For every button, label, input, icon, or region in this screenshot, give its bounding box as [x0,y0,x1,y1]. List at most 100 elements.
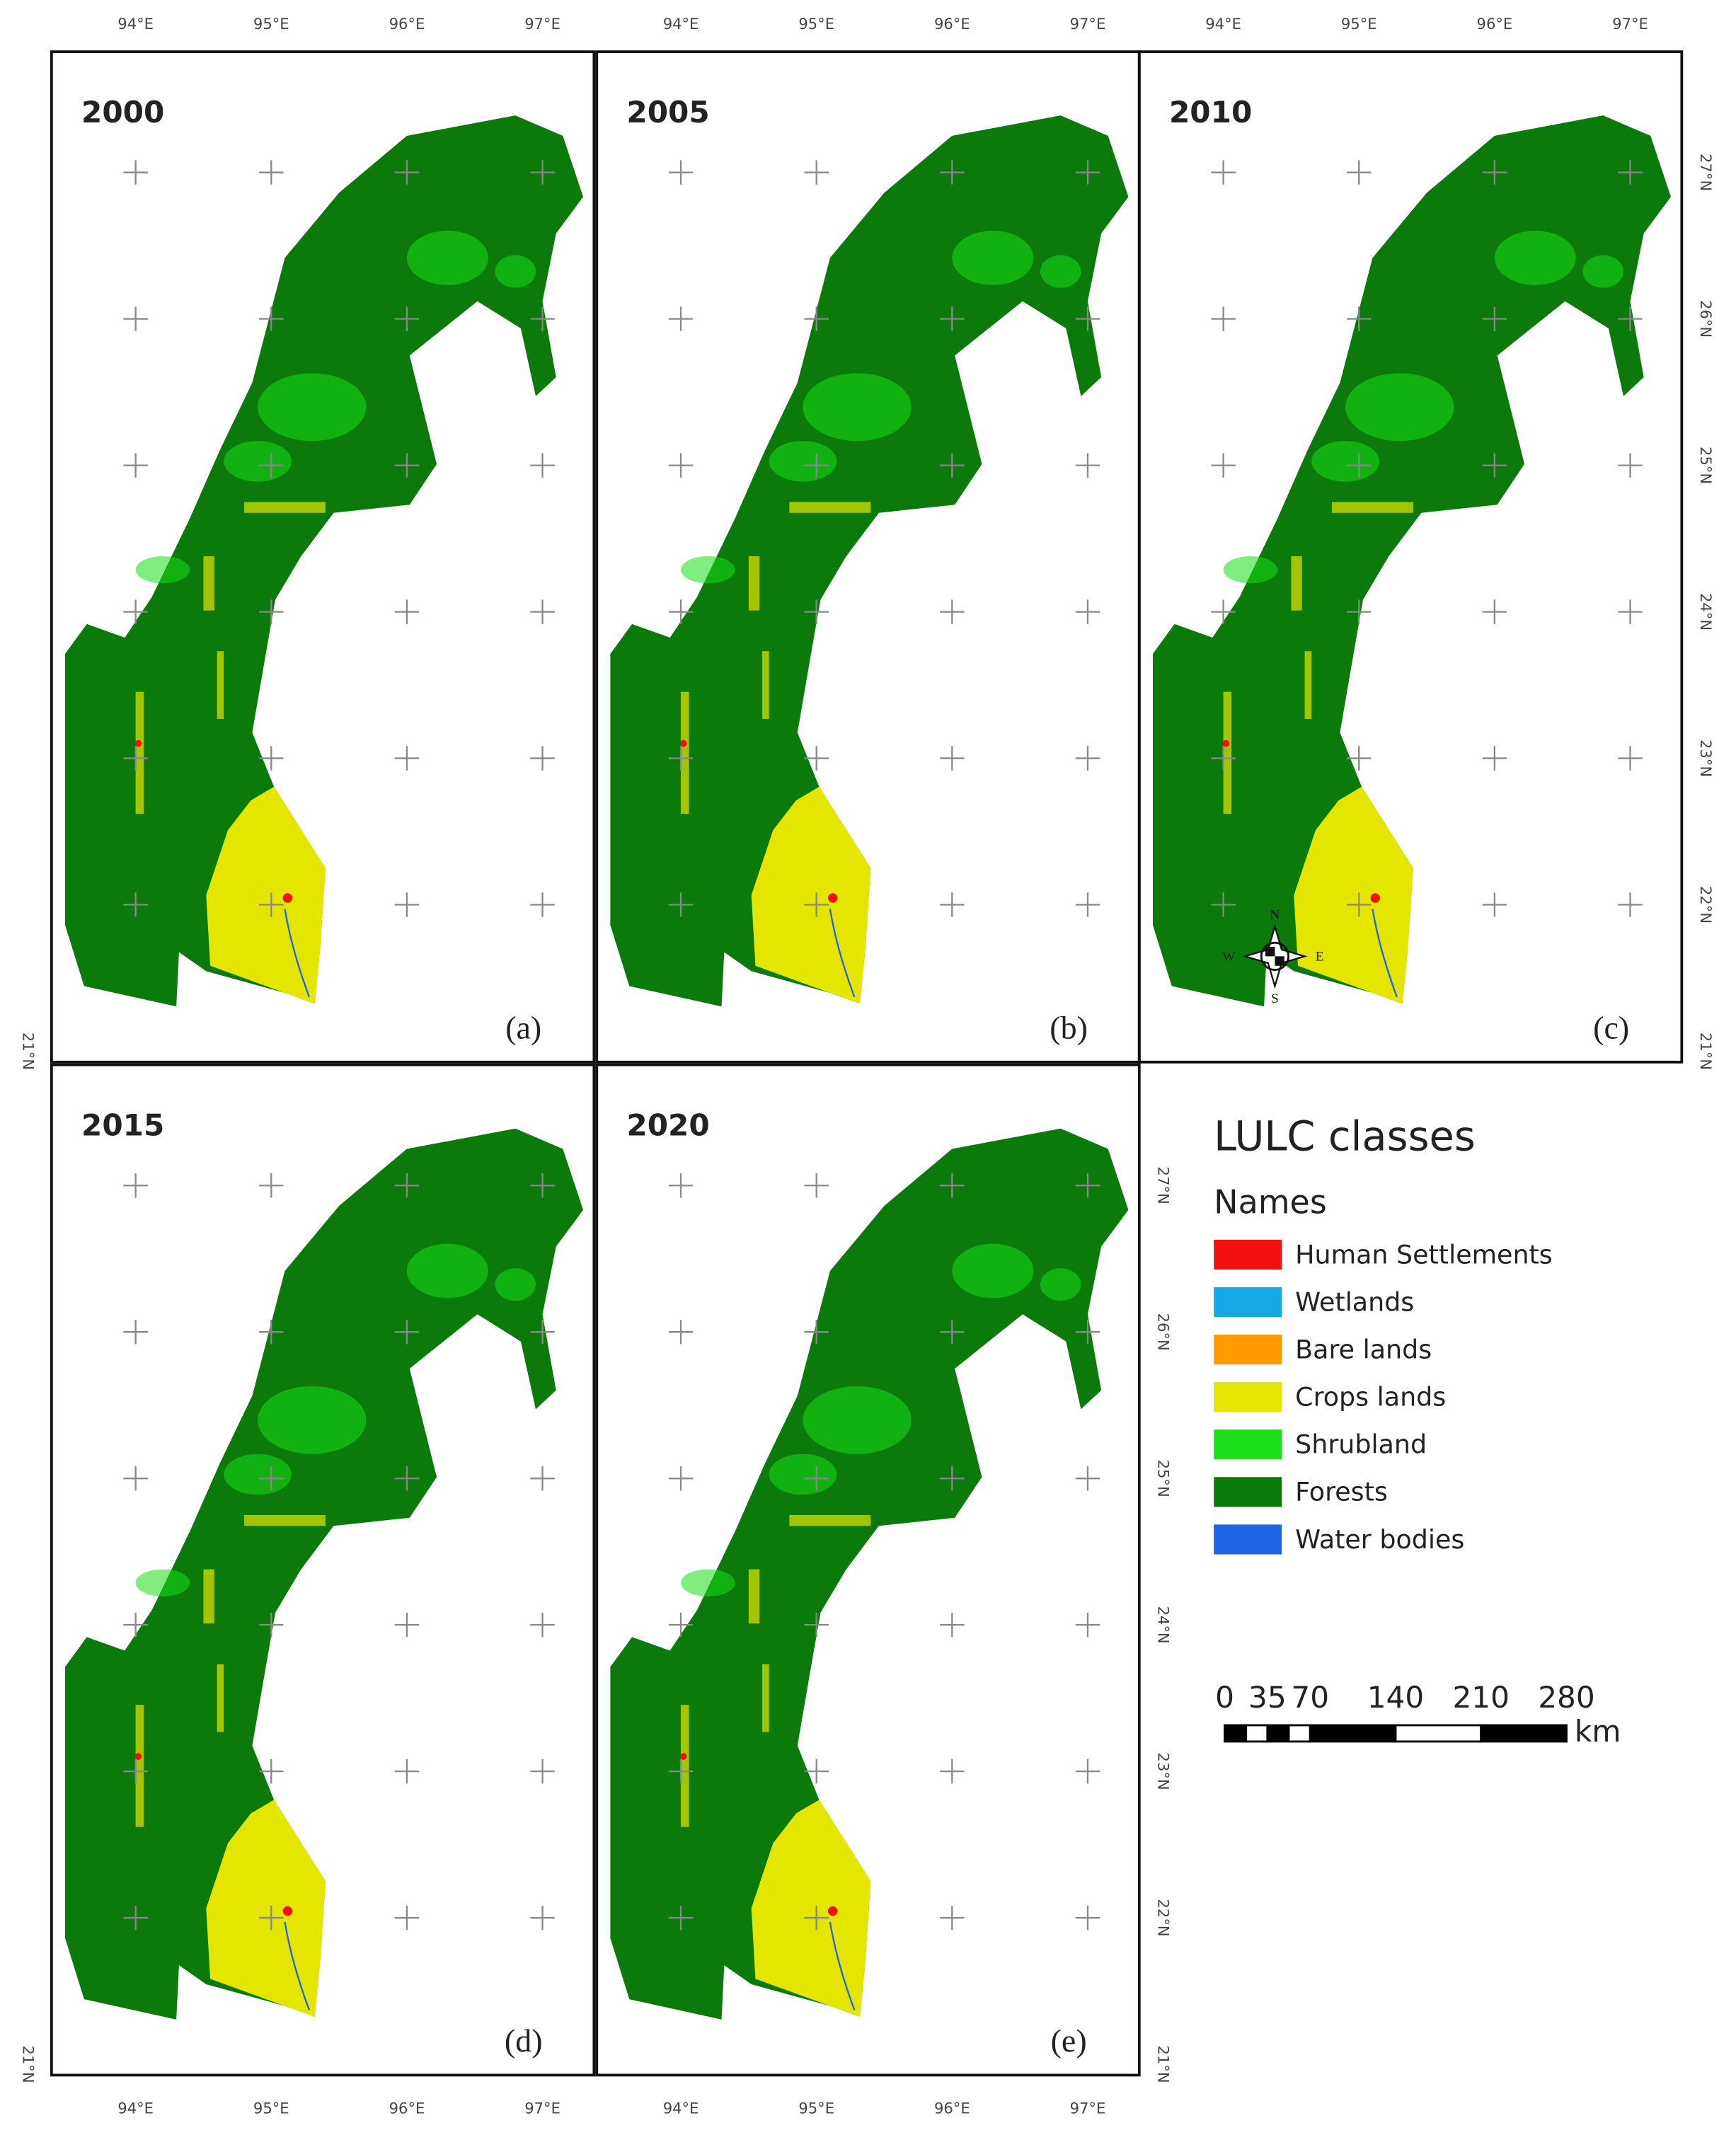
panel-label: (b) [1050,1009,1088,1045]
scale-label: 140 [1367,1680,1424,1715]
graticule-cross [668,1173,694,1198]
compass-w: W [1222,950,1236,965]
lat-label: 22°N [1154,1899,1172,1937]
graticule-cross [123,453,148,478]
lon-label: 97°E [1070,2099,1106,2117]
lat-label: 21°N [19,1032,37,1070]
settlement [134,740,142,747]
graticule-cross [394,599,420,624]
lat-label: 27°N [1154,1167,1172,1204]
region-crops [206,786,326,1004]
graticule-cross [940,1905,965,1930]
graticule-cross [123,1466,148,1491]
legend-label: Shrubland [1295,1429,1427,1460]
crop-strip [748,1569,760,1624]
map-panel: 2015 (d) 94°E 95°E 96°E 97°E 21°N [19,1063,596,2117]
crop-strip [243,1514,326,1526]
compass-n: N [1270,907,1280,922]
graticule-cross [530,1319,555,1345]
graticule-cross [530,599,555,624]
settlement [282,893,292,903]
shrub-patch [1223,556,1278,584]
lon-label: 96°E [934,15,970,33]
lon-label: 96°E [389,2099,425,2117]
graticule-cross [530,160,555,185]
lon-label: 96°E [389,15,425,33]
lon-label: 94°E [663,15,699,33]
graticule-cross [530,1466,555,1491]
scale-segment [1245,1724,1269,1743]
graticule-cross [804,1759,829,1784]
graticule-cross [804,160,829,185]
graticule-cross [668,453,694,478]
graticule-cross [668,1612,694,1638]
crop-strip [217,1664,224,1732]
graticule-cross [259,599,284,624]
graticule-cross [1346,160,1372,185]
crop-strip [762,1664,769,1732]
region-crops [751,1800,871,2017]
crop-strip [762,651,769,719]
shrub-patch [681,556,735,584]
graticule-cross [1211,453,1236,478]
graticule-cross [1075,1612,1100,1638]
settlement [1222,740,1230,747]
lon-label: 95°E [1341,15,1377,33]
graticule-cross [668,1759,694,1784]
lat-label: 21°N [1697,1032,1715,1070]
shrub-patch [135,1569,190,1596]
graticule-cross [394,1759,420,1784]
graticule-cross [123,1612,148,1638]
graticule-cross [940,1612,965,1638]
graticule-cross [940,1319,965,1345]
graticule-cross [1618,892,1643,917]
panel-year: 2015 [81,1107,164,1142]
lat-label: 24°N [1697,593,1715,631]
shrub-patch [495,1268,536,1301]
graticule-cross [1211,892,1236,917]
shrub-patch [406,231,488,285]
legend-swatch [1214,1429,1282,1460]
lon-label: 96°E [1477,15,1513,33]
graticule-cross [123,1759,148,1784]
compass-center [1275,956,1284,966]
lat-label: 26°N [1154,1313,1172,1351]
graticule-cross [668,1319,694,1345]
compass-center [1265,946,1275,957]
graticule-cross [804,1905,829,1930]
graticule-cross [259,160,284,185]
panel-year: 2010 [1169,95,1252,130]
graticule-cross [1075,453,1100,478]
settlement [1370,893,1380,903]
shrub-patch [769,1454,837,1495]
lat-label: 25°N [1697,447,1715,484]
graticule-cross [1346,453,1372,478]
shrub-patch [1494,231,1576,285]
lon-label: 94°E [117,2099,154,2117]
river [829,909,856,998]
graticule-cross [1075,599,1100,624]
crop-strip [1291,556,1302,611]
graticule-cross [123,1319,148,1345]
graticule-cross [1211,160,1236,185]
crop-strip [1304,651,1312,719]
graticule-cross [259,1319,284,1345]
graticule-cross [804,1466,829,1491]
legend-label: Water bodies [1295,1524,1464,1555]
shrub-patch [769,441,837,482]
graticule-cross [1211,746,1236,771]
graticule-cross [259,1466,284,1491]
panel-label: (a) [505,1009,541,1045]
graticule-cross [804,892,829,917]
graticule-cross [940,1466,965,1491]
legend-title: LULC classes [1214,1113,1476,1161]
lat-label: 25°N [1154,1460,1172,1497]
graticule-cross [394,746,420,771]
panel-frame [50,50,596,1064]
region-crops [206,1800,326,2017]
graticule-cross [259,746,284,771]
crop-strip [789,1514,871,1526]
scale-segment [1394,1724,1483,1743]
shrub-patch [135,556,190,584]
